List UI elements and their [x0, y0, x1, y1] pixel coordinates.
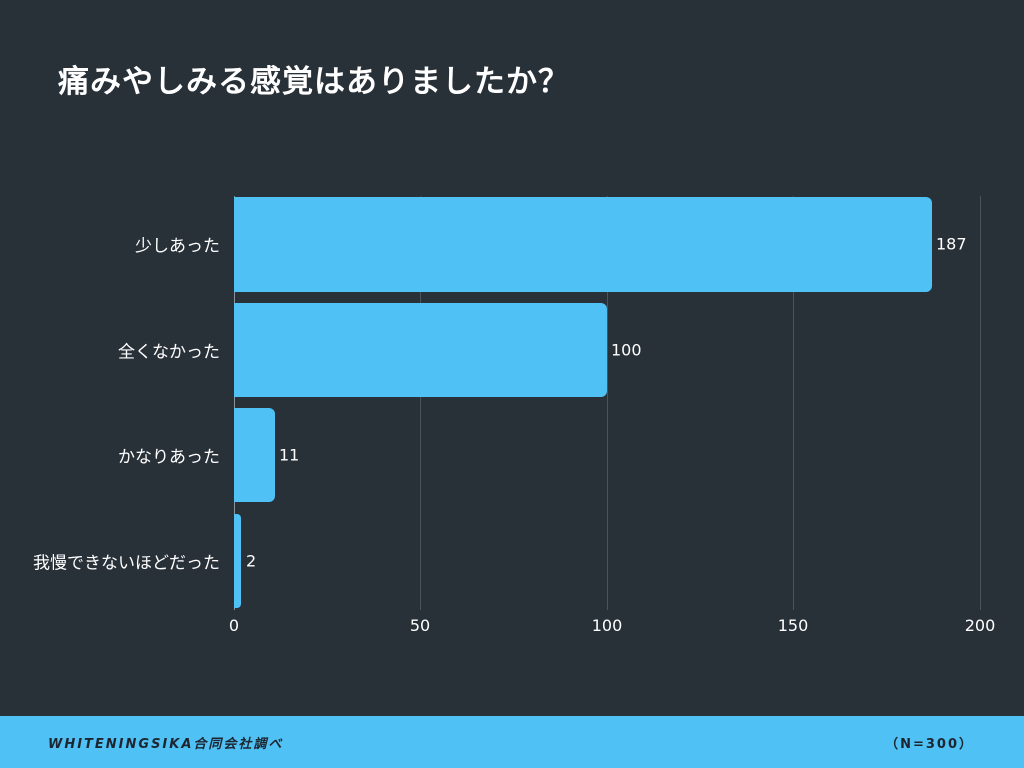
plot-area: 187 100 11 2 — [234, 190, 981, 610]
x-tick: 100 — [591, 616, 623, 635]
y-axis-line — [234, 196, 235, 610]
x-tick: 50 — [409, 616, 431, 635]
x-tick: 200 — [964, 616, 996, 635]
chart-title: 痛みやしみる感覚はありましたか？ — [58, 64, 570, 100]
source-credit: WHITENINGSIKA合同会社調べ — [48, 737, 284, 752]
gridline-100 — [607, 196, 608, 610]
bar-1 — [234, 303, 607, 397]
value-label: 11 — [279, 445, 300, 465]
value-label: 187 — [936, 234, 967, 254]
category-label: 全くなかった — [118, 342, 220, 363]
bar-2 — [234, 408, 275, 502]
bar-3 — [234, 514, 241, 608]
gridline-200 — [980, 196, 981, 610]
x-tick: 150 — [777, 616, 809, 635]
sample-size: （N=300） — [885, 737, 974, 752]
gridline-50 — [420, 196, 421, 610]
x-tick: 0 — [228, 616, 240, 635]
footer-bar: WHITENINGSIKA合同会社調べ （N=300） — [0, 716, 1024, 768]
category-label: 我慢できないほどだった — [33, 553, 220, 574]
category-label: かなりあった — [118, 447, 220, 468]
category-label: 少しあった — [135, 236, 220, 257]
bar-0 — [234, 197, 932, 292]
gridline-150 — [793, 196, 794, 610]
value-label: 2 — [246, 551, 257, 571]
value-label: 100 — [611, 340, 642, 360]
